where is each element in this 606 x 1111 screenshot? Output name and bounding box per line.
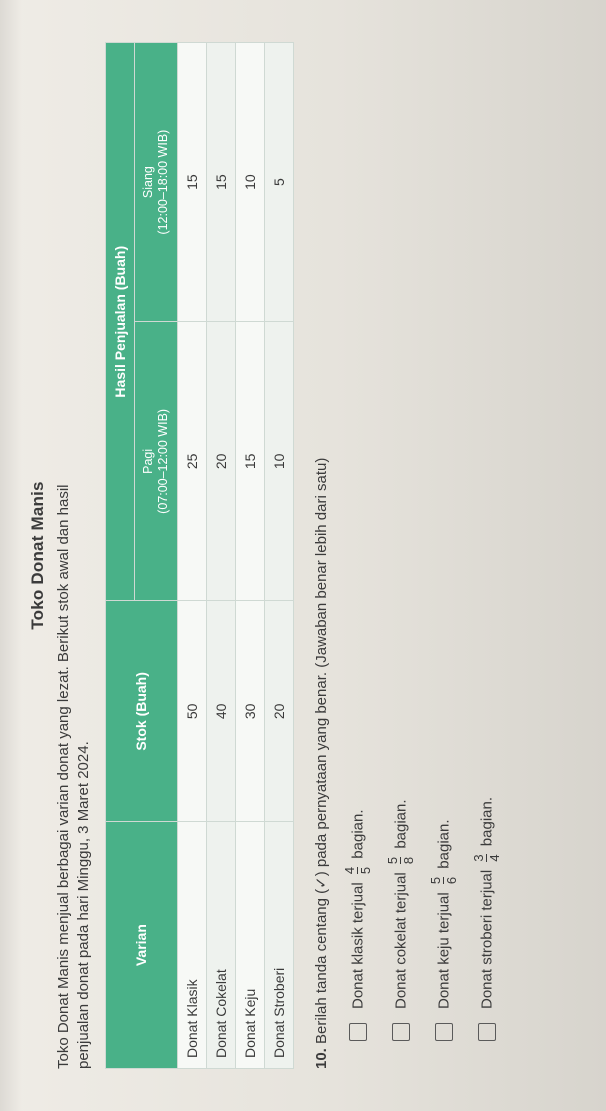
question-number: 10.	[313, 1048, 330, 1069]
option-text: Donat klasik terjual 4 5 bagian.	[344, 809, 373, 1009]
fraction: 4 5	[343, 867, 372, 874]
table-row: Donat Keju 30 15 10	[235, 43, 264, 1069]
table-row: Donat Stroberi 20 10 5	[264, 43, 293, 1069]
col-header-siang-label: Siang	[141, 166, 155, 198]
question-10: 10. Berilah tanda centang (✓) pada perny…	[312, 42, 332, 1069]
table-row: Donat Cokelat 40 20 15	[206, 43, 235, 1069]
col-header-pagi: Pagi (07:00–12:00 WIB)	[134, 322, 177, 601]
intro-line-2: penjualan donat pada hari Minggu, 3 Mare…	[75, 741, 92, 1069]
option-b: Donat cokelat terjual 5 8 bagian.	[387, 42, 416, 1041]
fraction-den: 6	[445, 877, 458, 884]
col-header-pagi-time: (07:00–12:00 WIB)	[156, 409, 170, 514]
cell-stok: 40	[206, 601, 235, 822]
option-pre: Donat cokelat terjual	[392, 872, 409, 1009]
fraction-den: 4	[488, 854, 501, 861]
intro-line-1: Toko Donat Manis menjual berbagai varian…	[55, 484, 72, 1069]
cell-pagi: 25	[177, 322, 206, 601]
option-post: bagian.	[435, 819, 452, 868]
fraction-den: 8	[402, 857, 415, 864]
page-content: Toko Donat Manis Toko Donat Manis menjua…	[0, 0, 606, 1111]
option-pre: Donat keju terjual	[435, 892, 452, 1009]
cell-pagi: 10	[264, 322, 293, 601]
fraction-num: 4	[343, 867, 356, 874]
cell-pagi: 15	[235, 322, 264, 601]
option-post: bagian.	[392, 799, 409, 848]
col-header-pagi-label: Pagi	[141, 449, 155, 474]
cell-varian: Donat Klasik	[177, 822, 206, 1069]
option-post: bagian.	[349, 809, 366, 858]
option-text: Donat cokelat terjual 5 8 bagian.	[387, 799, 416, 1009]
cell-varian: Donat Cokelat	[206, 822, 235, 1069]
fraction-num: 5	[386, 857, 399, 864]
fraction: 3 4	[472, 854, 501, 861]
option-text: Donat stroberi terjual 3 4 bagian.	[473, 797, 502, 1009]
answer-options: Donat klasik terjual 4 5 bagian. Donat c…	[344, 42, 502, 1041]
title: Toko Donat Manis	[28, 42, 48, 1069]
fraction-den: 5	[359, 867, 372, 874]
page-fold-shadow	[0, 0, 22, 1111]
checkbox-icon[interactable]	[435, 1023, 453, 1041]
fraction: 5 6	[429, 877, 458, 884]
option-text: Donat keju terjual 5 6 bagian.	[430, 819, 459, 1009]
option-a: Donat klasik terjual 4 5 bagian.	[344, 42, 373, 1041]
cell-siang: 15	[206, 43, 235, 322]
fraction-num: 5	[429, 877, 442, 884]
option-pre: Donat klasik terjual	[349, 882, 366, 1009]
cell-siang: 5	[264, 43, 293, 322]
cell-stok: 20	[264, 601, 293, 822]
fraction: 5 8	[386, 857, 415, 864]
sales-table: Varian Stok (Buah) Hasil Penjualan (Buah…	[105, 42, 294, 1069]
option-post: bagian.	[478, 797, 495, 846]
table-row: Donat Klasik 50 25 15	[177, 43, 206, 1069]
col-header-varian: Varian	[105, 822, 177, 1069]
question-text: Berilah tanda centang (✓) pada pernyataa…	[313, 458, 330, 1044]
cell-varian: Donat Keju	[235, 822, 264, 1069]
col-header-siang-time: (12:00–18:00 WIB)	[156, 130, 170, 235]
cell-varian: Donat Stroberi	[264, 822, 293, 1069]
col-header-hasil: Hasil Penjualan (Buah)	[105, 43, 134, 601]
checkbox-icon[interactable]	[392, 1023, 410, 1041]
fraction-num: 3	[472, 854, 485, 861]
option-c: Donat keju terjual 5 6 bagian.	[430, 42, 459, 1041]
checkbox-icon[interactable]	[478, 1023, 496, 1041]
option-d: Donat stroberi terjual 3 4 bagian.	[473, 42, 502, 1041]
col-header-stok: Stok (Buah)	[105, 601, 177, 822]
cell-pagi: 20	[206, 322, 235, 601]
intro-text: Toko Donat Manis menjual berbagai varian…	[54, 42, 95, 1069]
col-header-siang: Siang (12:00–18:00 WIB)	[134, 43, 177, 322]
cell-stok: 30	[235, 601, 264, 822]
option-pre: Donat stroberi terjual	[478, 870, 495, 1009]
cell-stok: 50	[177, 601, 206, 822]
cell-siang: 15	[177, 43, 206, 322]
checkbox-icon[interactable]	[349, 1023, 367, 1041]
cell-siang: 10	[235, 43, 264, 322]
